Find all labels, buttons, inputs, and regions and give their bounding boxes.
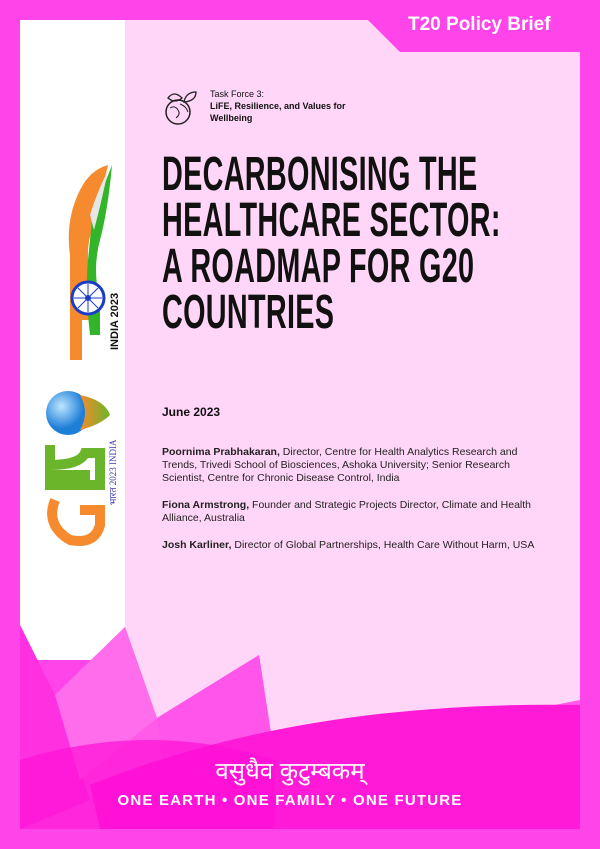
author-list: Poornima Prabhakaran, Director, Centre f… (162, 446, 542, 566)
title-line: DECARBONISING THE (162, 148, 478, 201)
g20-india-logo: भारत 2023 INDIA (45, 391, 118, 546)
author-entry: Fiona Armstrong, Founder and Strategic P… (162, 499, 542, 525)
g20-tagline: ONE EARTH • ONE FAMILY • ONE FUTURE (117, 792, 463, 809)
header-tab-shape (368, 20, 600, 52)
publication-date: June 2023 (162, 405, 221, 419)
task-force-number: Task Force 3: (210, 89, 265, 99)
title-line: HEALTHCARE SECTOR: (162, 194, 501, 247)
author-name: Josh Karliner, (162, 539, 232, 551)
author-entry: Josh Karliner, Director of Global Partne… (162, 539, 542, 552)
author-name: Fiona Armstrong, (162, 499, 250, 511)
g20-logo-text: भारत 2023 INDIA (108, 439, 118, 505)
title-line: A ROADMAP FOR G20 (162, 240, 475, 293)
vasudhaiva-kutumbakam: वसुधैव कुटुम्बकम् (215, 758, 365, 785)
t20-india-logo: INDIA 2023 (68, 165, 121, 360)
author-affiliation: Director, Centre for Health Analytics Re… (162, 446, 518, 484)
task-force-name: LiFE, Resilience, and Values for Wellbei… (210, 101, 346, 123)
policy-brief-badge: T20 Policy Brief (408, 14, 551, 35)
author-affiliation: Founder and Strategic Projects Director,… (162, 499, 532, 524)
author-affiliation: Director of Global Partnerships, Health … (234, 539, 535, 551)
t20-logo-text: INDIA 2023 (109, 293, 121, 350)
title-line: COUNTRIES (162, 286, 335, 339)
author-name: Poornima Prabhakaran, (162, 446, 280, 458)
author-entry: Poornima Prabhakaran, Director, Centre f… (162, 446, 542, 485)
task-force-label: Task Force 3: LiFE, Resilience, and Valu… (160, 88, 370, 128)
earth-leaves-icon (165, 91, 197, 125)
page-title: DECARBONISING THE HEALTHCARE SECTOR: A R… (162, 148, 501, 339)
